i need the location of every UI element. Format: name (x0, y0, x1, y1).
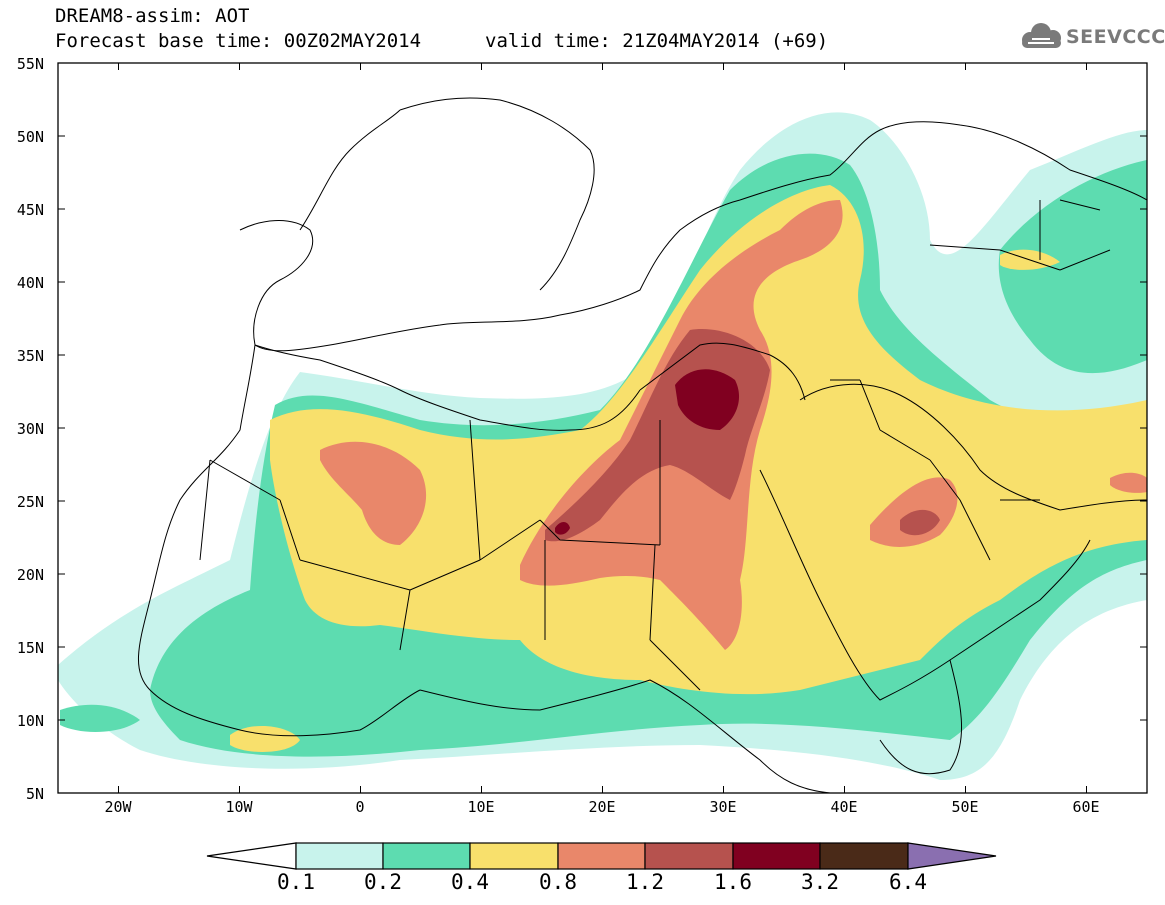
valid-time: valid time: 21Z04MAY2014 (+69) (485, 30, 829, 52)
lat-label-15n: 15N (16, 639, 44, 657)
lat-label-20n: 20N (16, 566, 44, 584)
coastlines-borders (138, 97, 1147, 793)
colorbar-seg-5 (644, 842, 734, 870)
lon-label-20e: 20E (588, 798, 616, 816)
lon-label-50e: 50E (951, 798, 979, 816)
colorbar-seg-7 (819, 842, 909, 870)
colorbar-label-3-2: 3.2 (801, 870, 839, 894)
lon-label-40e: 40E (830, 798, 858, 816)
colorbar-label-0-4: 0.4 (451, 870, 489, 894)
colorbar-label-0-8: 0.8 (539, 870, 577, 894)
lon-label-10w: 10W (225, 798, 253, 816)
forecast-base-time: Forecast base time: 00Z02MAY2014 (55, 30, 422, 52)
lat-label-25n: 25N (16, 493, 44, 511)
colorbar-label-1-2: 1.2 (626, 870, 664, 894)
model-title: DREAM8-assim: AOT (55, 5, 250, 27)
colorbar-label-0-1: 0.1 (277, 870, 315, 894)
axis-ticks (58, 62, 1147, 794)
logo-text: SEEVCCC (1066, 26, 1165, 48)
lon-label-60e: 60E (1072, 798, 1100, 816)
lat-label-30n: 30N (16, 420, 44, 438)
lon-label-30e: 30E (709, 798, 737, 816)
lat-label-35n: 35N (16, 347, 44, 365)
lat-label-50n: 50N (16, 128, 44, 146)
lat-label-55n: 55N (16, 55, 44, 73)
lat-label-10n: 10N (16, 712, 44, 730)
lat-label-5n: 5N (25, 785, 44, 803)
colorbar-seg-2 (382, 842, 471, 870)
colorbar-left-arrow (206, 842, 297, 870)
colorbar-seg-3 (469, 842, 559, 870)
lon-label-10e: 10E (467, 798, 495, 816)
cloud-logo-icon (1022, 23, 1061, 48)
colorbar-seg-1 (295, 842, 384, 870)
dust-fields (58, 112, 1147, 780)
lon-label-20w: 20W (104, 798, 132, 816)
lon-label-0: 0 (355, 798, 365, 816)
colorbar-label-0-2: 0.2 (364, 870, 402, 894)
colorbar-seg-4 (557, 842, 646, 870)
colorbar-label-6-4: 6.4 (889, 870, 927, 894)
lat-label-40n: 40N (16, 274, 44, 292)
colorbar-label-1-6: 1.6 (714, 870, 752, 894)
colorbar-right-arrow (907, 842, 997, 870)
colorbar-seg-6 (732, 842, 821, 870)
lat-label-45n: 45N (16, 201, 44, 219)
